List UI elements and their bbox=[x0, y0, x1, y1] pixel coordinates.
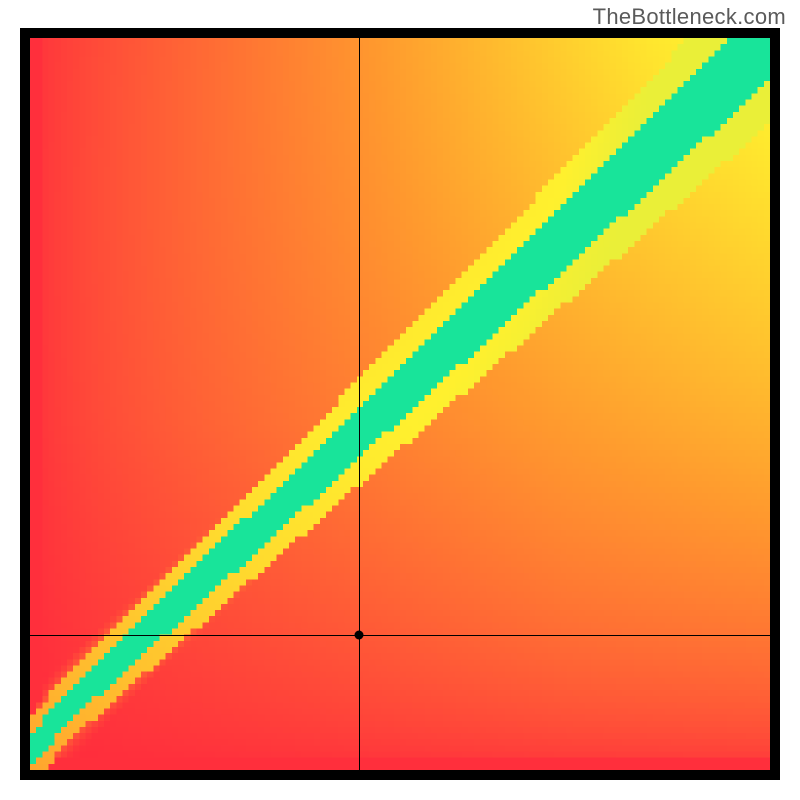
crosshair-vertical bbox=[359, 38, 360, 770]
chart-container: TheBottleneck.com bbox=[0, 0, 800, 800]
crosshair-horizontal bbox=[30, 635, 770, 636]
watermark-text: TheBottleneck.com bbox=[593, 4, 786, 30]
marker-point bbox=[355, 630, 364, 639]
heatmap-canvas bbox=[30, 38, 770, 770]
